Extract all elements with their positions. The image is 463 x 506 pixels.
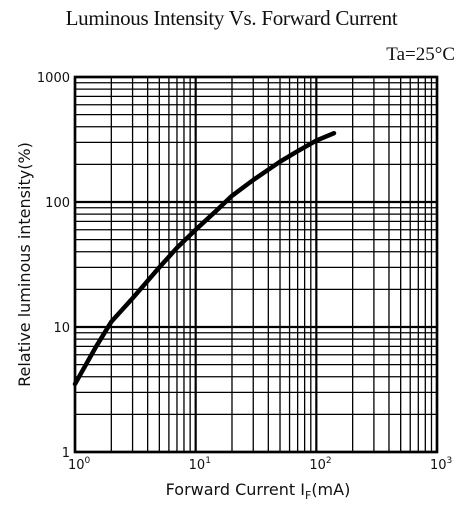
chart-title: Luminous Intensity Vs. Forward Current (65, 6, 398, 30)
x-tick-label: 102 (309, 456, 331, 473)
x-tick-base: 10 (309, 458, 326, 473)
y-tick-label: 1000 (37, 71, 70, 86)
y-axis-label: Relative luminous intensity(%) (15, 142, 34, 387)
x-axis-label-main: Forward Current I (166, 480, 305, 499)
x-tick-label: 103 (430, 456, 452, 473)
x-tick-label: 101 (189, 456, 211, 473)
x-tick-base: 10 (430, 458, 447, 473)
x-tick-base: 10 (189, 458, 206, 473)
x-tick-exponent: 0 (85, 456, 91, 466)
x-tick-label: 100 (68, 456, 91, 473)
x-axis-label-unit: (mA) (311, 480, 350, 499)
x-axis-label-subscript: F (305, 489, 311, 502)
plot-frame (73, 75, 439, 454)
ambient-temperature-label: Ta=25°C (386, 44, 455, 65)
x-tick-exponent: 2 (326, 456, 332, 466)
y-tick-label: 1 (62, 446, 70, 461)
series-line (72, 130, 337, 387)
x-tick-base: 10 (68, 458, 85, 473)
x-tick-exponent: 3 (447, 456, 453, 466)
y-tick-label: 100 (45, 196, 70, 211)
y-tick-label: 10 (53, 321, 70, 336)
x-axis-label: Forward Current IF(mA) (166, 480, 351, 502)
x-tick-exponent: 1 (205, 456, 211, 466)
